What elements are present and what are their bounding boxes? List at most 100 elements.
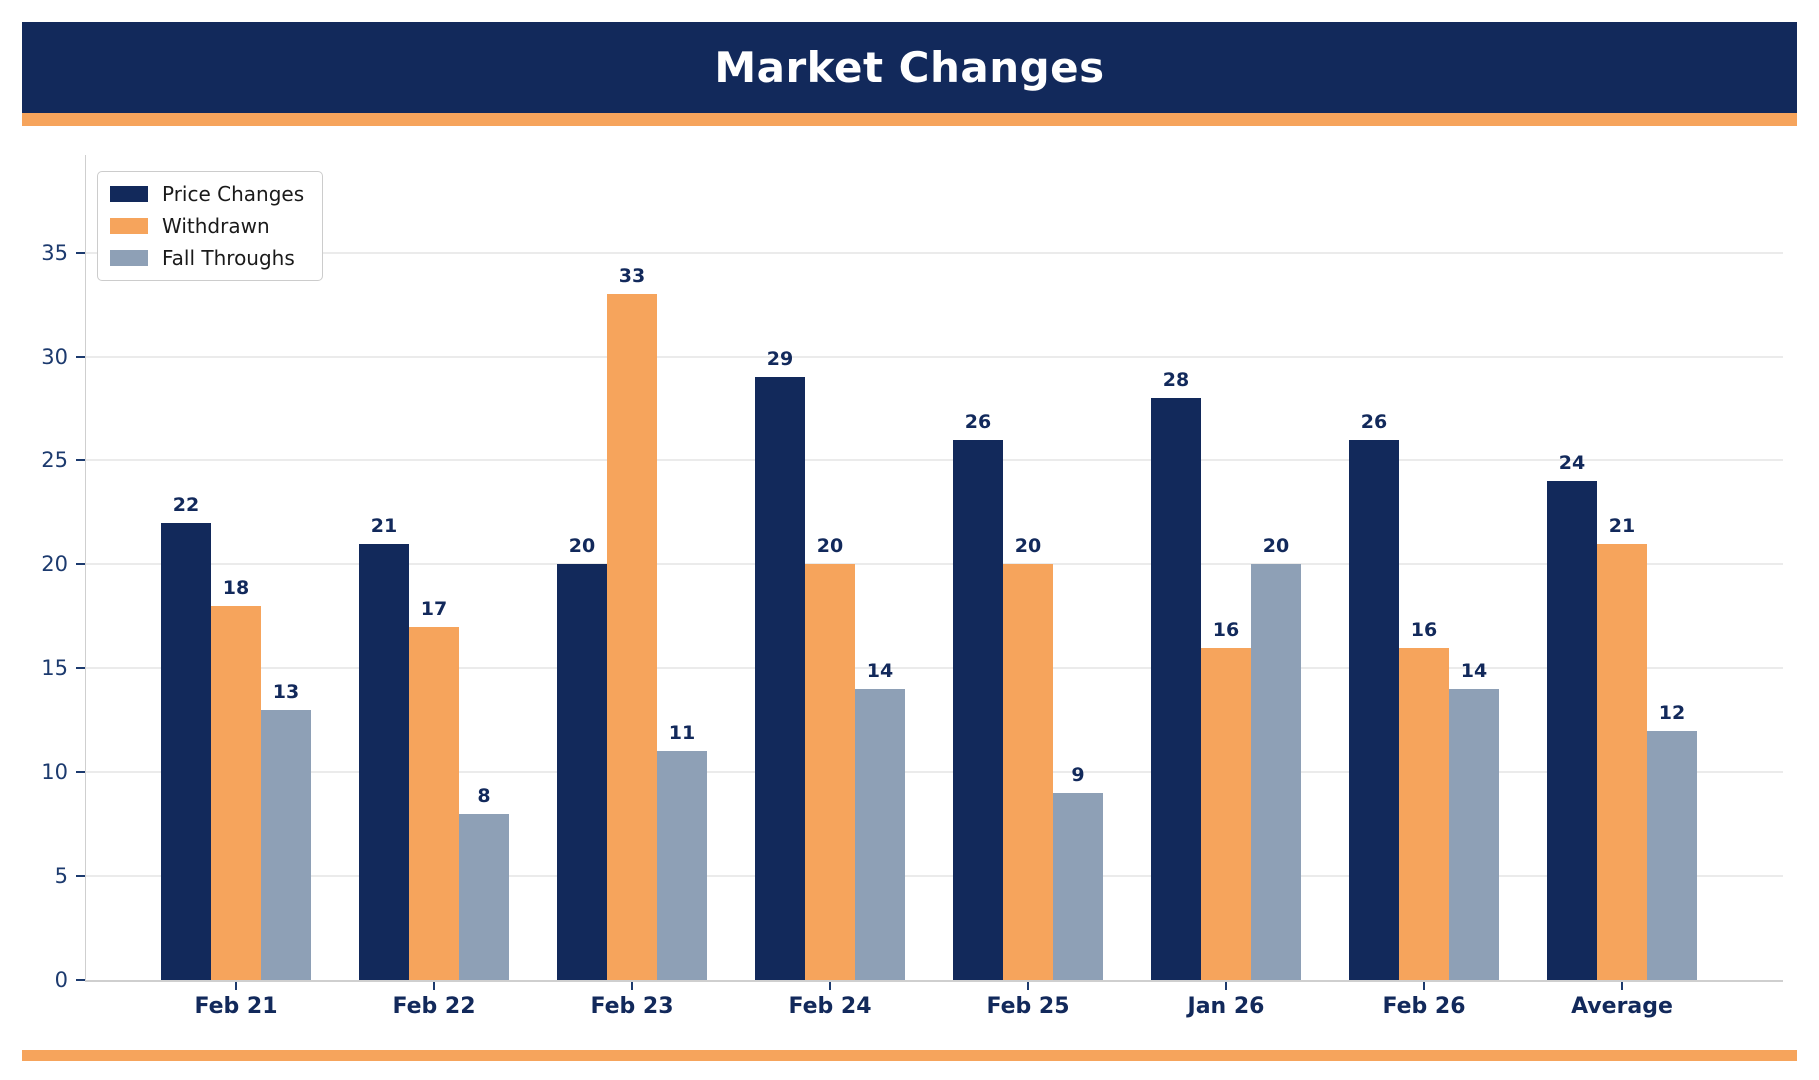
value-label-withdrawn-feb-24: 20: [816, 535, 844, 558]
value-label-withdrawn-feb-25: 20: [1014, 535, 1042, 558]
x-axis-label-jan-26: Jan 26: [1187, 994, 1265, 1019]
bar-price-changes-jan-26: [1151, 398, 1201, 980]
legend-item-price-changes: Price Changes: [110, 182, 304, 206]
x-axis-label-feb-26: Feb 26: [1382, 994, 1466, 1019]
gridline-20: [86, 563, 1783, 566]
gridline-35: [86, 251, 1783, 254]
value-label-price-changes-feb-24: 29: [766, 348, 794, 371]
legend-label-fall-throughs: Fall Throughs: [162, 246, 295, 270]
legend-swatch-withdrawn: [110, 218, 148, 234]
gridline-10: [86, 771, 1783, 774]
y-axis-tick: [76, 355, 85, 358]
bar-price-changes-average: [1547, 481, 1597, 980]
value-label-fall-throughs-feb-26: 14: [1460, 660, 1488, 683]
bar-withdrawn-feb-24: [805, 564, 855, 980]
x-axis-tick: [631, 982, 633, 990]
value-label-withdrawn-feb-21: 18: [222, 576, 250, 599]
bar-withdrawn-average: [1597, 543, 1647, 980]
report-header: Market Changes: [22, 22, 1797, 113]
value-label-withdrawn-feb-26: 16: [1410, 618, 1438, 641]
bar-fall-throughs-feb-25: [1053, 792, 1103, 980]
x-axis-tick: [1621, 982, 1623, 990]
value-label-fall-throughs-feb-22: 8: [477, 784, 491, 807]
x-axis-label-feb-24: Feb 24: [788, 994, 872, 1019]
y-axis-tick-label: 0: [54, 968, 68, 992]
y-axis-tick: [76, 771, 85, 774]
x-axis-label-feb-23: Feb 23: [590, 994, 674, 1019]
bar-withdrawn-feb-22: [409, 626, 459, 980]
x-axis-tick: [433, 982, 435, 990]
footer-accent-bar: [22, 1050, 1797, 1061]
bar-withdrawn-feb-25: [1003, 564, 1053, 980]
y-axis-tick-label: 35: [41, 240, 68, 265]
gridline-15: [86, 667, 1783, 670]
page-title: Market Changes: [714, 43, 1105, 92]
bar-price-changes-feb-26: [1349, 439, 1399, 980]
value-label-fall-throughs-feb-23: 11: [668, 722, 696, 745]
bar-withdrawn-feb-26: [1399, 647, 1449, 980]
bar-price-changes-feb-23: [557, 564, 607, 980]
value-label-price-changes-feb-21: 22: [172, 493, 200, 516]
y-axis-tick-label: 20: [41, 552, 68, 577]
bar-fall-throughs-average: [1647, 730, 1697, 980]
x-axis-label-feb-22: Feb 22: [392, 994, 476, 1019]
bar-fall-throughs-feb-23: [657, 751, 707, 980]
legend-label-price-changes: Price Changes: [162, 182, 305, 206]
y-axis-tick: [76, 459, 85, 462]
value-label-fall-throughs-feb-25: 9: [1071, 763, 1085, 786]
x-axis-tick: [235, 982, 237, 990]
bar-price-changes-feb-21: [161, 522, 211, 980]
bar-fall-throughs-feb-22: [459, 813, 509, 980]
header-accent-bar: [22, 113, 1797, 126]
bar-withdrawn-feb-23: [607, 294, 657, 980]
value-label-fall-throughs-average: 12: [1658, 701, 1686, 724]
y-axis-tick-label: 30: [41, 344, 68, 369]
x-axis-tick: [1423, 982, 1425, 990]
value-label-price-changes-average: 24: [1558, 452, 1586, 475]
y-axis-tick-label: 10: [41, 760, 68, 785]
chart-legend: Price Changes Withdrawn Fall Throughs: [97, 171, 324, 281]
gridline-30: [86, 355, 1783, 358]
x-axis-tick: [1027, 982, 1029, 990]
value-label-price-changes-feb-22: 21: [370, 514, 398, 537]
value-label-price-changes-jan-26: 28: [1162, 369, 1190, 392]
legend-item-fall-throughs: Fall Throughs: [110, 246, 304, 270]
value-label-price-changes-feb-25: 26: [964, 410, 992, 433]
y-axis-tick: [76, 563, 85, 566]
legend-swatch-price-changes: [110, 186, 148, 202]
bar-fall-throughs-jan-26: [1251, 564, 1301, 980]
bar-withdrawn-jan-26: [1201, 647, 1251, 980]
value-label-withdrawn-jan-26: 16: [1212, 618, 1240, 641]
value-label-fall-throughs-feb-24: 14: [866, 660, 894, 683]
y-axis-tick: [76, 251, 85, 254]
bar-price-changes-feb-25: [953, 439, 1003, 980]
value-label-price-changes-feb-23: 20: [568, 535, 596, 558]
gridline-5: [86, 875, 1783, 878]
value-label-withdrawn-feb-22: 17: [420, 597, 448, 620]
x-axis-label-average: Average: [1571, 994, 1673, 1019]
y-axis-tick: [76, 875, 85, 878]
x-axis-label-feb-25: Feb 25: [986, 994, 1070, 1019]
y-axis-tick: [76, 979, 85, 981]
value-label-withdrawn-average: 21: [1608, 514, 1636, 537]
bar-price-changes-feb-24: [755, 377, 805, 980]
y-axis-tick-label: 5: [54, 864, 68, 889]
bar-chart-plot-area: 0 5 10 15 20 25 30 35 22 18 13 Feb 21 21 17 8 Feb 22 20 3…: [41, 155, 1783, 1019]
legend-label-withdrawn: Withdrawn: [162, 214, 270, 238]
y-axis-tick: [76, 667, 85, 670]
value-label-fall-throughs-feb-21: 13: [272, 680, 300, 703]
bar-fall-throughs-feb-26: [1449, 689, 1499, 980]
bar-withdrawn-feb-21: [211, 605, 261, 980]
x-axis-tick: [1225, 982, 1227, 990]
bar-price-changes-feb-22: [359, 543, 409, 980]
value-label-fall-throughs-jan-26: 20: [1262, 535, 1290, 558]
y-axis-tick-label: 25: [41, 448, 68, 473]
bar-fall-throughs-feb-24: [855, 689, 905, 980]
x-axis-label-feb-21: Feb 21: [194, 994, 278, 1019]
legend-item-withdrawn: Withdrawn: [110, 214, 304, 238]
x-axis-tick: [829, 982, 831, 990]
value-label-price-changes-feb-26: 26: [1360, 410, 1388, 433]
y-axis-tick-label: 15: [41, 656, 68, 681]
legend-swatch-fall-throughs: [110, 250, 148, 266]
gridline-25: [86, 459, 1783, 462]
